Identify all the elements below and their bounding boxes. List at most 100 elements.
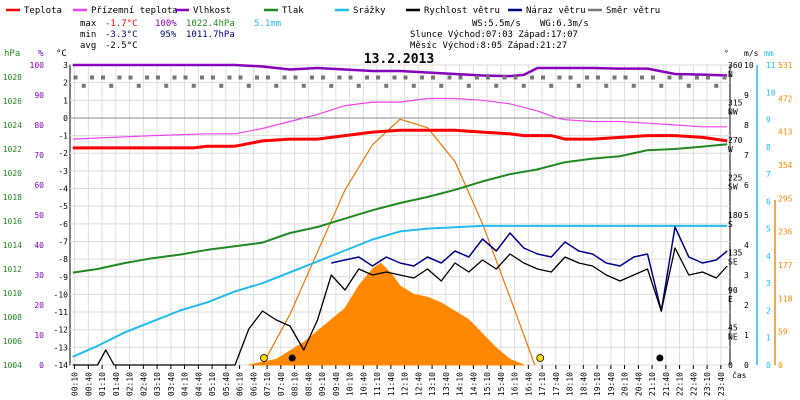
wind-dir-mark xyxy=(431,75,435,80)
stats-avg-label: avg xyxy=(80,41,96,51)
wm2-tick: 354 xyxy=(778,161,793,170)
wind-dir-mark xyxy=(117,75,122,80)
mm-tick: 3 xyxy=(766,279,771,288)
wind-dir-mark xyxy=(310,75,314,80)
ms-tick: 1 xyxy=(744,331,749,340)
x-tick-label: 17:40 xyxy=(552,372,561,396)
wind-dir-mark xyxy=(530,75,534,80)
wind-dir-mark xyxy=(211,75,215,80)
ms-tick: 9 xyxy=(744,91,749,100)
hpa-tick: 1012 xyxy=(3,265,22,274)
wind-dir-mark xyxy=(659,83,664,88)
wind-dir-mark xyxy=(557,75,562,80)
mm-tick: 8 xyxy=(766,143,771,152)
wind-dir-mark xyxy=(502,75,507,80)
stats-avg-temp: -2.5°C xyxy=(105,41,138,51)
dir-tick: NW xyxy=(728,108,738,117)
dir-tick: 45 xyxy=(728,324,738,333)
degc-tick: -3 xyxy=(58,167,68,176)
wm2-tick: 177 xyxy=(778,261,793,270)
wind-dir-mark xyxy=(494,83,499,88)
dir-tick: NE xyxy=(728,333,738,342)
wind-dir-mark xyxy=(356,83,361,88)
temperature-line xyxy=(72,128,728,150)
mm-tick: 7 xyxy=(766,170,771,179)
stats-max-rain: 5.1mm xyxy=(254,19,281,29)
wind-dir-mark xyxy=(458,75,463,80)
x-tick-label: 08:10 xyxy=(291,372,300,396)
ms-tick: 7 xyxy=(744,151,749,160)
degc-tick: -11 xyxy=(54,308,69,317)
pct-tick: 30 xyxy=(34,271,44,280)
pct-tick: 90 xyxy=(34,91,44,100)
wm2-tick: 0 xyxy=(778,361,783,370)
dir-tick: 135 xyxy=(728,249,743,258)
dir-tick: S xyxy=(728,220,733,229)
stats-max-press: 1022.4hPa xyxy=(186,19,235,29)
wind-dir-mark xyxy=(227,75,232,80)
wind-dir-mark xyxy=(321,75,325,80)
x-tick-label: 05:40 xyxy=(222,372,231,396)
wind-dir-mark xyxy=(191,83,196,88)
x-tick-label: 11:10 xyxy=(373,372,382,396)
wind-dir-mark xyxy=(714,83,719,88)
hpa-tick: 1018 xyxy=(3,193,22,202)
wind-dir-mark xyxy=(128,75,133,80)
pct-tick: 80 xyxy=(34,121,44,130)
degc-tick: 0 xyxy=(63,114,68,123)
x-tick-label: 23:10 xyxy=(703,372,712,396)
mm-unit: mm xyxy=(764,49,774,58)
degc-tick: -7 xyxy=(58,237,68,246)
hpa-unit: hPa xyxy=(4,49,20,59)
dir-tick: 0 xyxy=(728,361,733,370)
wm2-tick: 236 xyxy=(778,228,793,237)
x-tick-label: 06:10 xyxy=(236,372,245,396)
pct-tick: 100 xyxy=(30,61,45,70)
stats-wg: WG:6.3m/s xyxy=(540,19,589,29)
wind-dir-mark xyxy=(136,83,141,88)
wind-dir-mark xyxy=(686,83,691,88)
stats-min-hum: 95% xyxy=(160,30,177,40)
pct-tick: 70 xyxy=(34,151,44,160)
legend-label: Přízemní teplota xyxy=(91,6,178,16)
sunset-marker xyxy=(536,354,545,362)
hpa-tick: 1022 xyxy=(3,145,22,154)
mm-tick: 4 xyxy=(766,252,771,261)
wind-dir-mark xyxy=(521,83,526,88)
chart-title: 13.2.2013 xyxy=(364,52,434,67)
dir-tick: N xyxy=(728,70,733,79)
hpa-tick: 1024 xyxy=(3,121,22,130)
degc-tick: -8 xyxy=(58,255,68,264)
x-tick-label: 17:10 xyxy=(538,372,547,396)
legend-label: Tlak xyxy=(282,6,304,16)
x-unit: čas xyxy=(732,370,747,380)
wm2-tick: 531 xyxy=(778,61,793,70)
dir-tick: SW xyxy=(728,183,738,192)
wind-dir-mark xyxy=(392,75,397,80)
degc-tick: -6 xyxy=(58,220,68,229)
x-tick-label: 15:10 xyxy=(483,372,492,396)
x-tick-label: 12:40 xyxy=(414,372,423,396)
wind-dir-mark xyxy=(596,75,600,80)
wind-dir-mark xyxy=(246,83,251,88)
legend-label: Teplota xyxy=(24,6,62,16)
moonrise-marker xyxy=(288,354,296,362)
series-layer xyxy=(72,63,728,366)
x-tick-label: 01:40 xyxy=(112,372,121,396)
wind-dir-mark xyxy=(329,83,334,88)
x-tick-label: 18:10 xyxy=(566,372,575,396)
x-tick-label: 13:40 xyxy=(442,372,451,396)
wind-dir-mark xyxy=(439,83,444,88)
moonset-marker xyxy=(656,354,664,362)
wind-dir-mark xyxy=(541,75,545,80)
x-tick-label: 00:40 xyxy=(84,372,93,396)
wind-dir-mark xyxy=(109,83,114,88)
mm-tick: 1 xyxy=(766,334,771,343)
x-tick-label: 20:10 xyxy=(621,372,630,396)
stats-min-temp: -3.3°C xyxy=(105,30,138,40)
x-tick-label: 12:10 xyxy=(401,372,410,396)
dir-unit: ° xyxy=(724,49,729,58)
x-tick-label: 23:40 xyxy=(717,372,726,396)
x-tick-label: 22:40 xyxy=(689,372,698,396)
x-tick-label: 14:10 xyxy=(456,372,465,396)
